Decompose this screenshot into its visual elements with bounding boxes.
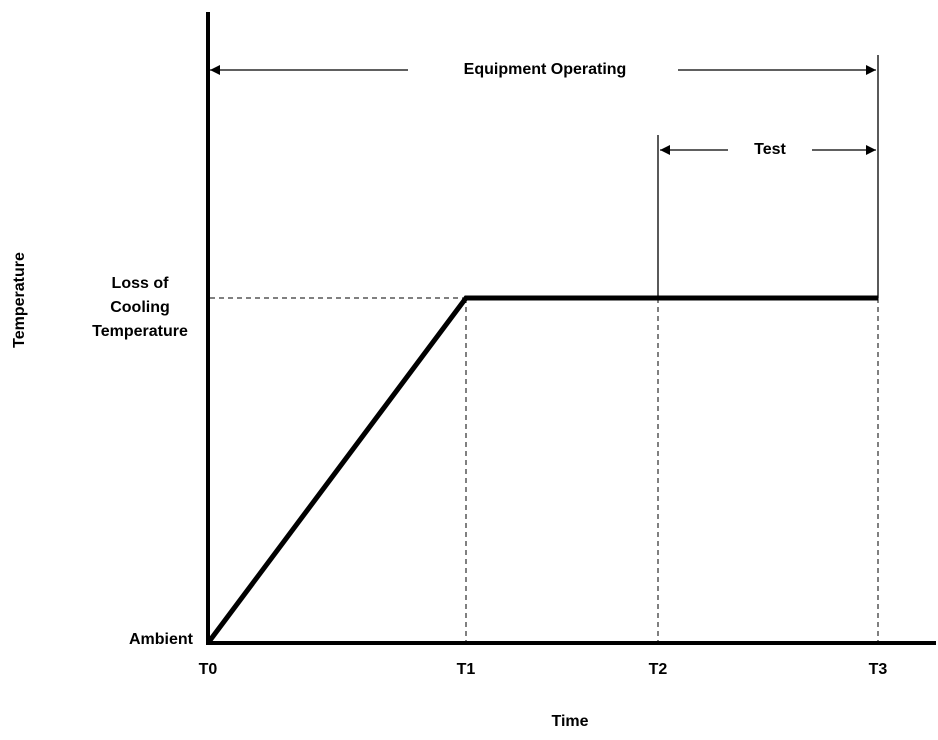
level-label: Loss of [112, 275, 170, 292]
profile [205, 295, 878, 645]
span-label: Test [754, 141, 786, 158]
axis-title: Temperature [11, 252, 28, 348]
time-label: T3 [869, 661, 888, 678]
level-label: Ambient [129, 631, 194, 648]
level-label: Temperature [92, 323, 188, 340]
time-label: T0 [199, 661, 218, 678]
level-label: Cooling [110, 299, 170, 316]
axis-title: Time [551, 713, 588, 730]
time-label: T1 [457, 661, 476, 678]
time-label: T2 [649, 661, 668, 678]
span-label: Equipment Operating [464, 61, 627, 78]
